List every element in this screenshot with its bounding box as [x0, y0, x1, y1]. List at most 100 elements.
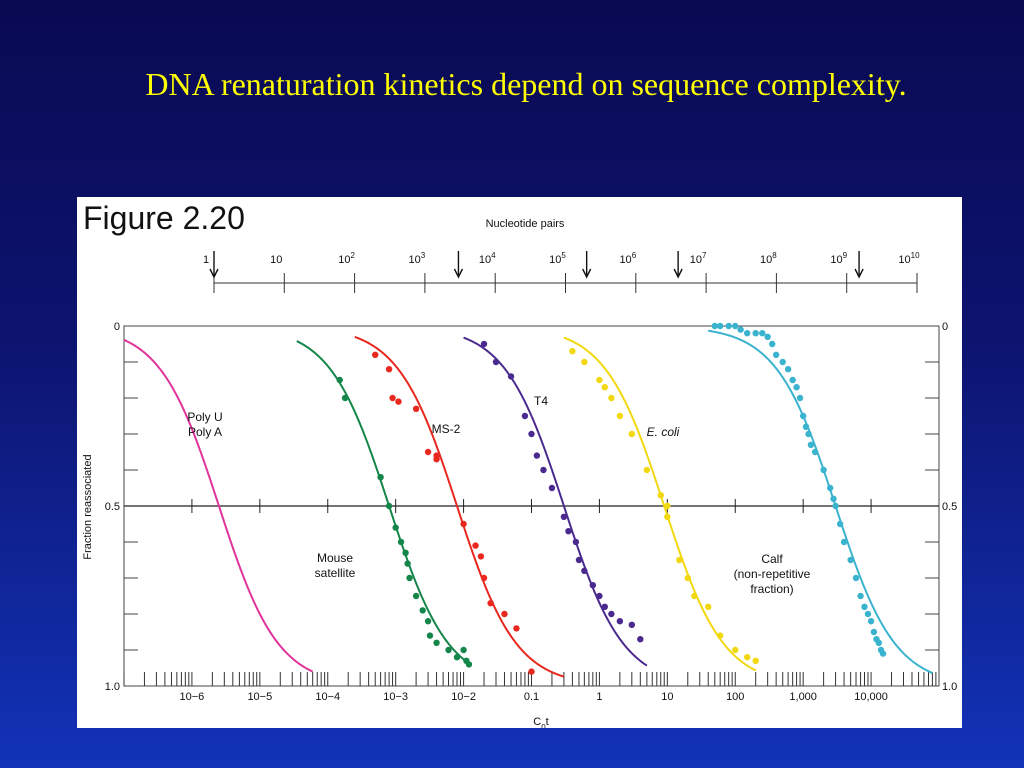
series-curve	[708, 329, 933, 674]
data-point	[628, 621, 636, 628]
data-point	[732, 322, 739, 330]
data-point	[404, 560, 411, 567]
data-point	[487, 600, 494, 607]
data-point	[560, 513, 568, 520]
data-point	[569, 348, 576, 355]
top-axis-tick-label: 102	[338, 251, 355, 266]
down-arrow-head	[453, 268, 464, 279]
data-point	[684, 574, 691, 582]
data-point	[460, 520, 467, 528]
x-tick-label: 1	[596, 691, 602, 703]
x-tick-label: 1,000	[789, 691, 817, 703]
series-0: Poly U Poly A	[123, 338, 314, 673]
top-axis-label: Nucleotide pairs	[486, 218, 565, 230]
data-point	[341, 394, 349, 402]
top-axis-tick-label: 109	[830, 251, 847, 266]
data-point	[752, 330, 759, 337]
data-point	[412, 592, 420, 600]
series-5: Calf (non-repetitive fraction)	[708, 322, 933, 674]
data-point	[857, 592, 864, 600]
data-point	[870, 628, 878, 636]
data-point	[548, 484, 556, 492]
figure-label: Figure 2.20	[83, 200, 245, 236]
data-point	[433, 456, 440, 463]
top-axis-tick-label: 106	[619, 251, 636, 266]
data-point	[705, 603, 712, 610]
x-axis-label: C0t	[533, 716, 548, 728]
series-curve	[296, 340, 470, 665]
data-point	[589, 582, 597, 589]
data-point	[799, 412, 807, 420]
series-curve	[123, 338, 314, 673]
data-point	[377, 474, 384, 481]
data-point	[453, 654, 461, 661]
data-point	[528, 668, 535, 675]
data-point	[793, 384, 800, 391]
series-2: MS-2	[354, 335, 565, 678]
series-label: Calf (non-repetitive fraction)	[734, 552, 811, 596]
data-point	[608, 394, 615, 402]
renaturation-chart: Figure 2.20 Nucleotide pairs C0t Fractio…	[82, 200, 958, 728]
data-point	[419, 607, 426, 614]
y-tick-label-right: 0	[942, 321, 948, 333]
data-point	[732, 646, 739, 654]
data-point	[601, 603, 608, 610]
data-point	[752, 657, 759, 664]
data-point	[744, 654, 751, 661]
series-layer: Poly U Poly A Mouse satellite MS-2 T4 E. coli C…	[123, 322, 933, 678]
data-point	[492, 358, 500, 366]
data-point	[528, 430, 535, 438]
data-point	[764, 333, 771, 340]
data-point	[772, 351, 780, 358]
top-axis-tick-label: 1010	[898, 251, 920, 266]
series-curve	[563, 336, 757, 672]
data-point	[830, 495, 837, 502]
data-point	[540, 466, 547, 474]
data-point	[480, 574, 488, 582]
series-label: E. coli	[647, 425, 680, 439]
series-3: T4	[463, 336, 648, 667]
top-axis-tick-label: 105	[549, 251, 566, 266]
data-point	[424, 448, 432, 456]
data-point	[465, 661, 473, 668]
figure-panel: Figure 2.20 Nucleotide pairs C0t Fractio…	[77, 197, 962, 728]
data-point	[336, 376, 343, 384]
data-point	[433, 639, 440, 646]
data-point	[575, 556, 583, 564]
data-point	[385, 366, 393, 373]
data-point	[628, 430, 636, 438]
data-point	[395, 398, 402, 405]
x-tick-label: 0.1	[524, 691, 539, 703]
data-point	[759, 330, 766, 337]
data-point	[565, 528, 572, 535]
top-axis: 1 10 102 103 104 105 106 107 108 109 1010	[203, 251, 920, 293]
series-curve	[354, 335, 565, 678]
data-point	[581, 567, 588, 574]
series-label: T4	[534, 394, 548, 408]
data-point	[879, 650, 887, 657]
data-point	[875, 639, 883, 646]
y-tick-label-right: 0.5	[942, 501, 957, 513]
data-point	[397, 538, 405, 546]
data-point	[691, 592, 698, 600]
data-point	[725, 322, 732, 330]
top-axis-tick-label: 107	[690, 251, 707, 266]
series-1: Mouse satellite	[296, 340, 473, 668]
top-axis-tick-label: 104	[479, 251, 496, 266]
x-tick-label: 100	[726, 691, 744, 703]
series-label: Mouse satellite	[315, 551, 356, 580]
data-point	[385, 502, 393, 510]
data-point	[412, 405, 420, 412]
series-curve	[463, 336, 648, 667]
y-tick-label-left: 0	[114, 321, 120, 333]
data-point	[426, 632, 434, 639]
data-point	[472, 542, 479, 549]
plot-frame: 0 0 0.5 0.5 1.0 1.0	[105, 321, 958, 693]
data-point	[513, 625, 520, 632]
data-point	[664, 502, 671, 510]
data-point	[460, 646, 467, 654]
data-point	[737, 326, 744, 333]
x-tick-label: 10−3	[383, 691, 408, 703]
y-axis-label: Fraction reassociated	[82, 454, 94, 559]
series-4: E. coli	[563, 336, 759, 672]
